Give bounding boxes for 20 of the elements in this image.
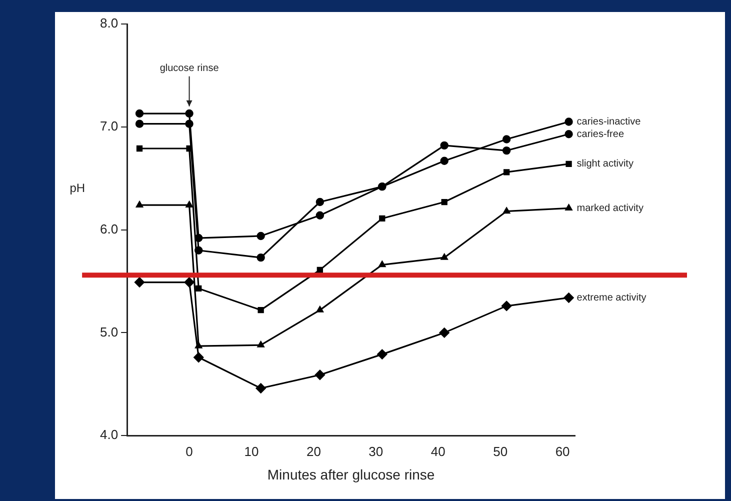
x-tick-label: 40 [430, 444, 446, 459]
y-axis-title: pH [70, 180, 86, 195]
x-tick-label: 50 [493, 444, 508, 459]
series-label: caries-free [576, 128, 624, 140]
y-tick-label: 6.0 [100, 221, 118, 236]
y-tick-label: 5.0 [100, 324, 118, 340]
annotation: glucose rinse [160, 63, 220, 74]
x-axis-title: Minutes after glucose rinse [267, 466, 435, 482]
series-label: marked activity [576, 202, 644, 214]
series-label: extreme activity [576, 292, 646, 304]
x-tick-label: 30 [368, 444, 384, 459]
x-tick-label: 0 [186, 444, 193, 459]
y-tick-label: 8.0 [100, 16, 118, 31]
x-tick-label: 20 [306, 444, 321, 459]
x-tick-label: 60 [555, 444, 570, 459]
series-label: slight activity [576, 158, 634, 170]
y-tick-label: 7.0 [100, 118, 118, 134]
y-tick-label: 4.0 [100, 427, 118, 442]
x-tick-label: 10 [244, 444, 259, 459]
series-label: caries-inactive [576, 116, 642, 128]
